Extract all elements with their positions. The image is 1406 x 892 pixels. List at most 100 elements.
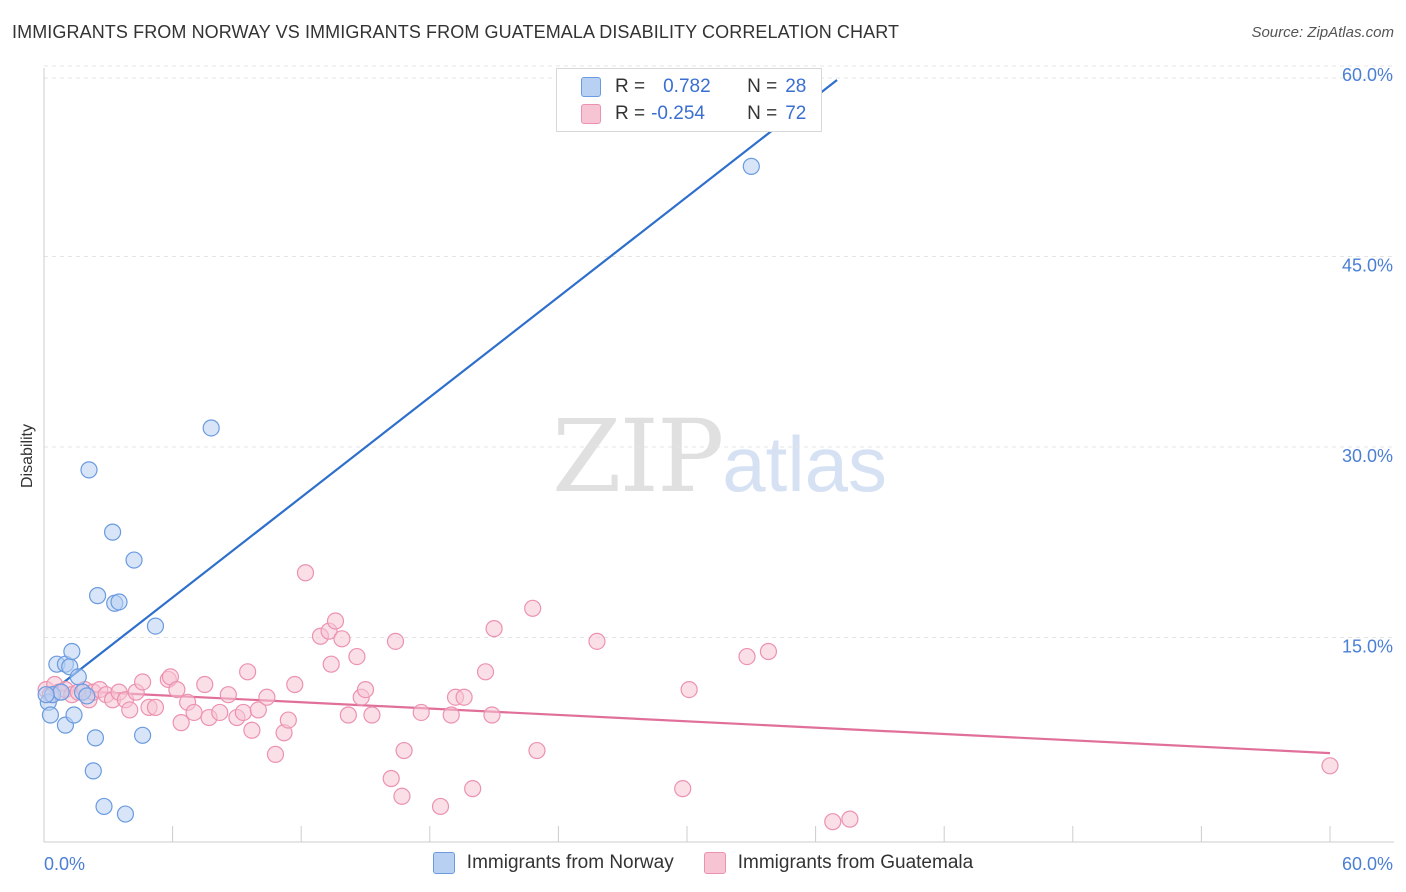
guatemala-n-value: 72 [785,103,807,124]
data-point-norway [146,617,165,635]
data-point-guatemala [442,706,460,724]
data-point-guatemala [121,701,139,719]
data-point-guatemala [172,714,190,732]
tick-labels: 15.0% 30.0% 45.0% 60.0% 0.0% 60.0% [44,65,1393,874]
data-point-guatemala [528,741,546,760]
x-tick-label-min: 0.0% [44,854,85,874]
data-point-guatemala [412,703,430,722]
data-point-guatemala [680,680,698,699]
data-point-norway [78,687,96,705]
data-point-guatemala [382,769,400,788]
trend-lines [45,79,1331,755]
legend-row-guatemala: R = -0.254 N = 72 [581,101,806,127]
data-point-norway [88,587,107,605]
data-point-guatemala [759,642,778,661]
data-point-guatemala [133,673,152,691]
norway-legend-swatch [432,852,455,874]
data-point-guatemala [146,698,165,716]
data-point-norway [84,762,102,780]
data-point-norway [116,805,135,823]
watermark-zip: ZIP [552,398,724,515]
gridlines [44,65,1394,638]
source-credit: Source: ZipAtlas.com [1251,24,1394,41]
data-point-guatemala [393,787,411,805]
y-tick-label: 60.0% [1342,65,1393,85]
data-point-norway [125,551,143,569]
data-point-norway [742,157,760,175]
data-point-guatemala [464,780,482,798]
data-point-norway [202,419,220,437]
data-point-guatemala [168,680,186,699]
norway-n-value: 28 [785,76,807,97]
data-point-norway [52,683,70,701]
data-point-guatemala [326,612,345,630]
watermark-atlas: atlas [722,420,888,508]
y-tick-label: 45.0% [1342,256,1393,276]
data-point-guatemala [524,599,542,617]
norway-r-value: 0.782 [663,76,711,97]
data-point-guatemala [279,711,297,729]
data-point-norway [63,642,81,661]
data-point-guatemala [322,655,340,673]
y-tick-label: 30.0% [1342,446,1393,466]
guatemala-r-label: R = [615,103,646,124]
data-point-guatemala [431,797,450,816]
guatemala-n-label: N = [747,103,778,124]
legend-item-norway: Immigrants from Norway [432,852,674,874]
guatemala-r-value: -0.254 [651,103,705,124]
data-point-guatemala [196,675,214,694]
chart-title: IMMIGRANTS FROM NORWAY VS IMMIGRANTS FRO… [12,22,900,42]
data-point-guatemala [363,706,381,724]
data-point-guatemala [455,688,473,706]
x-tick-label-max: 60.0% [1342,854,1393,874]
data-point-guatemala [588,632,606,650]
y-tick-label: 15.0% [1342,637,1393,657]
data-point-guatemala [356,680,375,699]
guatemala-swatch [581,104,601,124]
norway-n-label: N = [747,76,778,97]
data-point-norway [110,593,128,611]
data-point-guatemala [211,703,229,722]
data-point-guatemala [286,675,304,694]
norway-r-label: R = [615,76,646,97]
trend-line-norway [45,79,838,697]
data-point-guatemala [395,741,413,760]
data-point-guatemala [258,688,276,706]
data-point-norway [133,726,152,744]
data-point-guatemala [386,632,405,650]
data-point-guatemala [296,564,315,582]
data-point-guatemala [738,647,756,666]
data-point-norway [95,797,113,816]
guatemala-legend-swatch [703,852,726,874]
data-point-norway [103,523,122,541]
data-point-norway [80,461,98,479]
data-point-guatemala [243,721,261,739]
data-point-guatemala [841,810,859,828]
data-points [37,157,1339,831]
data-point-guatemala [219,686,237,704]
data-point-guatemala [339,706,357,724]
data-point-norway [69,668,87,686]
data-point-guatemala [824,813,842,831]
legend-item-guatemala: Immigrants from Guatemala [703,852,974,874]
data-point-guatemala [234,703,252,722]
legend-row-norway: R = 0.782 N = 28 [581,74,806,100]
data-point-guatemala [185,703,203,722]
legend-guatemala-label: Immigrants from Guatemala [737,852,974,873]
data-point-guatemala [239,663,257,681]
data-point-guatemala [249,701,267,719]
data-point-guatemala [266,745,285,763]
watermark: ZIPatlas [552,398,887,515]
data-point-norway [41,706,60,724]
data-point-guatemala [333,630,351,648]
legend-norway-label: Immigrants from Norway [466,852,674,873]
data-point-guatemala [476,663,495,681]
data-point-norway [86,729,105,747]
data-point-guatemala [483,706,501,724]
series-legend: Immigrants from Norway Immigrants from G… [0,852,1406,874]
data-point-guatemala [1321,757,1339,775]
correlation-legend: R = 0.782 N = 28 R = -0.254 N = 72 [556,68,822,132]
data-point-guatemala [348,647,366,666]
data-point-guatemala [485,620,503,638]
